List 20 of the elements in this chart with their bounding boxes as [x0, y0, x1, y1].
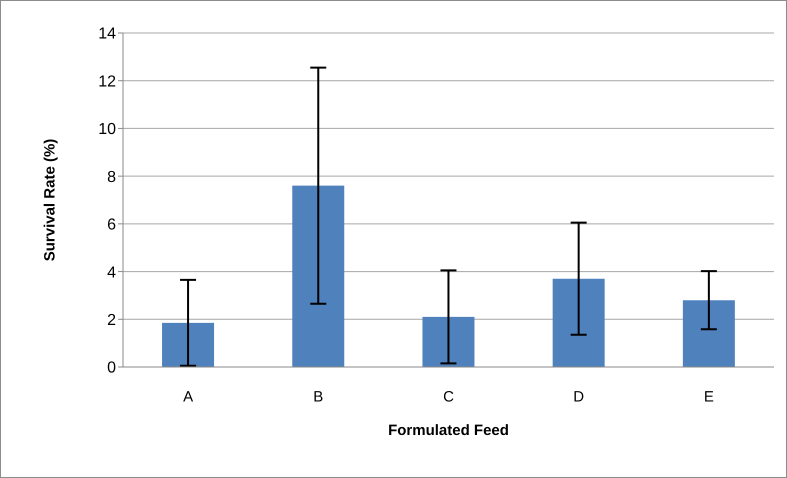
bar	[422, 316, 474, 367]
x-tick-label: B	[313, 388, 324, 406]
y-axis-title: Survival Rate (%)	[41, 138, 58, 262]
y-tick-label: 10	[98, 121, 116, 138]
x-tick-label: A	[183, 388, 194, 406]
bar	[292, 186, 344, 367]
x-tick-label: C	[443, 388, 454, 406]
y-tick-label: 2	[107, 312, 116, 329]
y-tick-label: 6	[107, 216, 116, 234]
bar	[552, 278, 605, 367]
x-tick-label: D	[573, 388, 584, 406]
y-tick-label: 14	[98, 26, 116, 43]
bar	[162, 322, 214, 367]
y-tick-label: 8	[107, 168, 116, 186]
x-tick-label: E	[704, 388, 714, 406]
y-tick-label: 12	[98, 73, 116, 90]
bar	[682, 300, 735, 367]
x-axis-title: Formulated Feed	[388, 422, 509, 439]
y-tick-label: 0	[107, 360, 116, 377]
y-tick-label: 4	[107, 264, 116, 282]
